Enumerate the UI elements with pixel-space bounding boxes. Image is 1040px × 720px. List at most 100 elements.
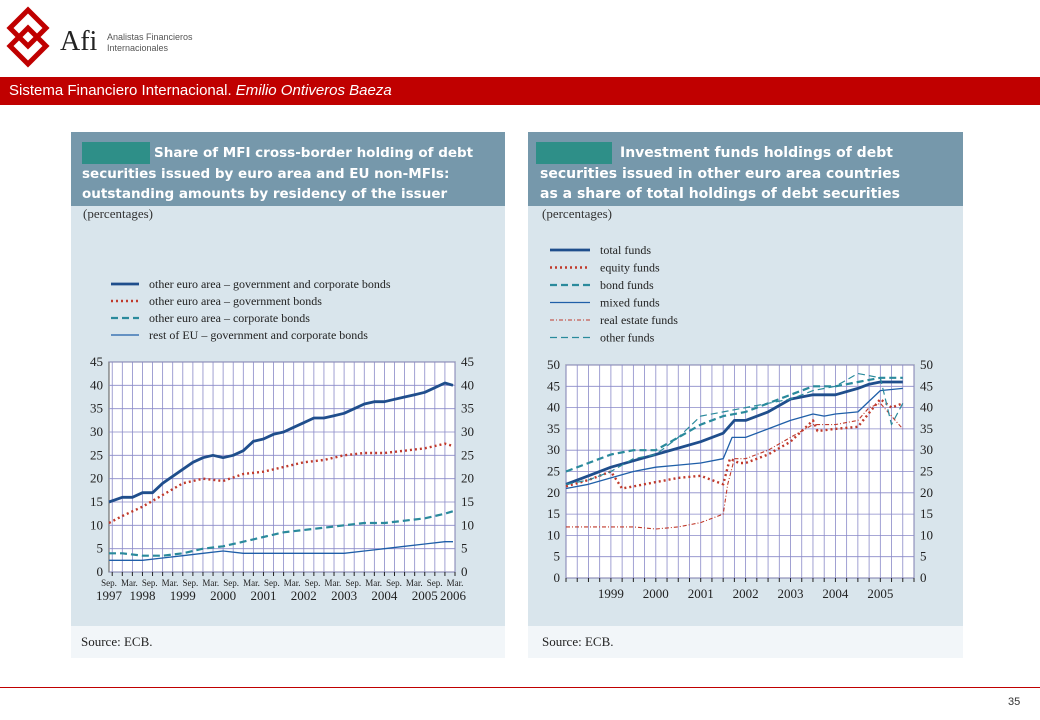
title-banner: Sistema Financiero Internacional. Emilio… <box>0 77 1040 105</box>
chart-right-series-line-2 <box>565 376 903 473</box>
chart-left-ytick-right: 30 <box>461 424 474 439</box>
chart-left-xtick-year: 2002 <box>291 588 317 603</box>
chart-left-xtick-month: Mar. <box>447 578 464 588</box>
chart-left-subtitle: (percentages) <box>83 206 154 221</box>
chart-right-legend-label-3: mixed funds <box>600 296 660 310</box>
chart-left-legend-label-2: other euro area – corporate bonds <box>149 311 310 325</box>
chart-right-title-line-2: securities issued in other euro area cou… <box>540 166 901 182</box>
chart-right-series-line-4 <box>566 402 904 530</box>
chart-right-ytick-left: 10 <box>547 527 560 542</box>
chart-left-plot: other euro area – government and corpora… <box>90 277 474 603</box>
chart-right-ytick-left: 20 <box>547 485 560 500</box>
page-number: 35 <box>1008 696 1021 708</box>
chart-right-title-line-1: Investment funds holdings of debt <box>620 145 893 161</box>
chart-right-xtick-year: 1999 <box>598 586 624 601</box>
brand-subtitle: Analistas Financieros Internacionales <box>107 32 193 54</box>
chart-right-xtick-year: 2002 <box>733 586 759 601</box>
chart-right-xtick-year: 2004 <box>822 586 849 601</box>
chart-right-xtick-year: 2000 <box>643 586 669 601</box>
chart-left-title-line-1: Share of MFI cross-border holding of deb… <box>154 145 474 161</box>
chart-left-xtick-year: 1998 <box>129 588 155 603</box>
footer-divider <box>0 687 1040 688</box>
chart-left-xtick-month: Sep. <box>264 578 280 588</box>
chart-right-ytick-right: 20 <box>920 485 933 500</box>
chart-right-ytick-left: 40 <box>547 400 560 415</box>
chart-right-ytick-left: 35 <box>547 421 560 436</box>
chart-left-xtick-month: Sep. <box>101 578 117 588</box>
chart-right-ytick-left: 50 <box>547 357 560 372</box>
chart-right-ytick-left: 25 <box>547 464 560 479</box>
chart-left-xtick-year: 2001 <box>250 588 276 603</box>
chart-left-xtick-month: Sep. <box>223 578 239 588</box>
chart-left-ytick-right: 5 <box>461 541 468 556</box>
chart-left-ytick-left: 25 <box>90 447 103 462</box>
chart-left-ytick-left: 0 <box>97 564 104 579</box>
chart-right-plot: total funds equity funds bond funds mixed f… <box>547 243 933 601</box>
chart-left-title-line-2: securities issued by euro area and EU no… <box>82 166 450 182</box>
chart-left-xtick-year: 1999 <box>170 588 196 603</box>
chart-right-ytick-right: 0 <box>920 570 927 585</box>
chart-panel-left: Share of MFI cross-border holding of deb… <box>71 132 505 658</box>
chart-right-ytick-right: 15 <box>920 506 933 521</box>
chart-left-ytick-right: 35 <box>461 401 474 416</box>
chart-right-ytick-right: 5 <box>920 549 927 564</box>
chart-right-title-rest: securities issued in other euro area cou… <box>540 164 900 204</box>
chart-right-legend-label-5: other funds <box>600 331 655 345</box>
chart-left-xtick-month: Sep. <box>305 578 321 588</box>
chart-left-ytick-left: 10 <box>90 517 103 532</box>
chart-right-source-band: Source: ECB. <box>528 626 963 658</box>
chart-left-xtick-month: Sep. <box>427 578 443 588</box>
chart-right-number-box <box>536 142 612 164</box>
chart-right-header: Investment funds holdings of debt securi… <box>528 132 963 206</box>
chart-left-series-line-3 <box>109 541 453 561</box>
chart-right-legend-label-2: bond funds <box>600 278 654 292</box>
chart-left-legend-label-1: other euro area – government bonds <box>149 294 322 308</box>
chart-right-source: Source: ECB. <box>542 634 614 649</box>
chart-left-ytick-right: 20 <box>461 471 474 486</box>
chart-right-ytick-left: 0 <box>554 570 561 585</box>
brand-subtitle-line-2: Internacionales <box>107 43 169 53</box>
chart-left-ytick-left: 5 <box>97 541 104 556</box>
chart-left-xtick-month: Mar. <box>406 578 423 588</box>
chart-right-xtick-year: 2005 <box>867 586 893 601</box>
chart-left-xtick-month: Mar. <box>365 578 382 588</box>
chart-left-xtick-month: Sep. <box>183 578 199 588</box>
chart-right-title-line-3: as a share of total holdings of debt sec… <box>540 186 900 202</box>
chart-left-xtick-year: 2000 <box>210 588 236 603</box>
chart-left-source: Source: ECB. <box>81 634 153 649</box>
chart-left-ytick-left: 20 <box>90 471 103 486</box>
chart-right-ytick-left: 45 <box>547 378 560 393</box>
chart-left-xtick-month: Sep. <box>142 578 158 588</box>
chart-right-ytick-right: 50 <box>920 357 933 372</box>
chart-right-ytick-right: 40 <box>920 400 933 415</box>
chart-right-xtick-year: 2003 <box>778 586 804 601</box>
chart-left-ytick-left: 45 <box>90 354 103 369</box>
chart-left-legend-label-3: rest of EU – government and corporate bo… <box>149 328 368 342</box>
chart-left-xtick-month: Mar. <box>243 578 260 588</box>
chart-right-legend-label-4: real estate funds <box>600 313 678 327</box>
chart-right-ytick-left: 5 <box>554 549 561 564</box>
chart-left-ytick-right: 45 <box>461 354 474 369</box>
banner-title: Sistema Financiero Internacional. Emilio… <box>9 82 392 99</box>
chart-right-series-line-5 <box>565 372 904 485</box>
chart-right-ytick-right: 30 <box>920 442 933 457</box>
chart-right-ytick-right: 35 <box>920 421 933 436</box>
chart-left-ytick-right: 25 <box>461 447 474 462</box>
chart-left-title: Share of MFI cross-border holding of deb… <box>154 142 473 164</box>
chart-right-xtick-year: 2001 <box>688 586 714 601</box>
chart-left-xtick-month: Sep. <box>345 578 361 588</box>
chart-left-title-line-3: outstanding amounts by residency of the … <box>82 186 448 202</box>
chart-left-source-band: Source: ECB. <box>71 626 505 658</box>
chart-left-series-line-2 <box>109 510 454 557</box>
chart-left-xtick-month: Mar. <box>284 578 301 588</box>
chart-left-ytick-right: 15 <box>461 494 474 509</box>
chart-right-legend-label-0: total funds <box>600 243 651 257</box>
banner-main-text: Sistema Financiero Internacional. <box>9 82 232 99</box>
chart-left-ytick-left: 15 <box>90 494 103 509</box>
chart-left-ytick-right: 40 <box>461 377 474 392</box>
chart-left-xtick-month: Mar. <box>325 578 342 588</box>
chart-left-xtick-month: Mar. <box>162 578 179 588</box>
chart-right-series-line-3 <box>565 387 903 490</box>
chart-right-series-line-0 <box>565 380 903 486</box>
chart-right-ytick-right: 45 <box>920 378 933 393</box>
